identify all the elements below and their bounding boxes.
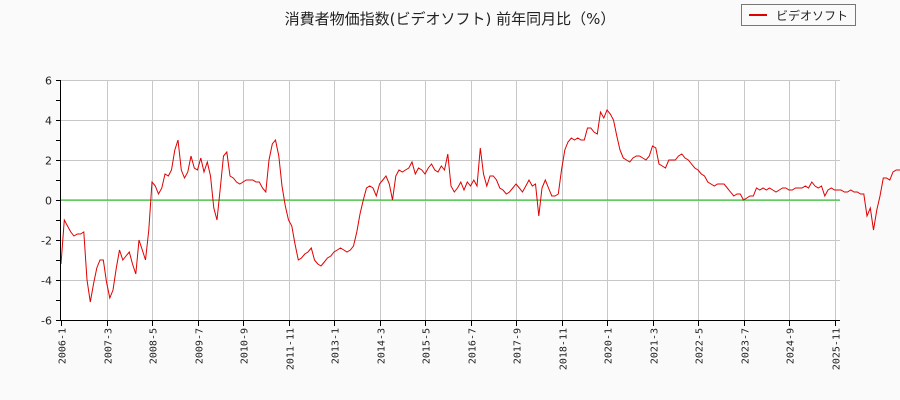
svg-text:2013-1: 2013-1	[331, 328, 342, 364]
legend: ビデオソフト	[741, 4, 856, 26]
svg-text:2008-5: 2008-5	[149, 328, 160, 364]
svg-text:4: 4	[45, 115, 52, 128]
svg-text:2023-7: 2023-7	[741, 328, 752, 364]
svg-text:2: 2	[45, 155, 52, 168]
svg-text:2006-1: 2006-1	[58, 328, 69, 364]
svg-text:-4: -4	[41, 275, 52, 288]
svg-text:2022-5: 2022-5	[695, 328, 706, 364]
svg-text:-2: -2	[41, 235, 52, 248]
svg-text:2017-9: 2017-9	[513, 328, 524, 364]
legend-label: ビデオソフト	[776, 9, 849, 23]
svg-text:2021-3: 2021-3	[650, 328, 661, 364]
svg-text:2016-7: 2016-7	[468, 328, 479, 364]
y-tick-labels: 6 4 2 0 -2 -4 -6	[41, 75, 52, 328]
series-line-video-software	[60, 109, 900, 303]
svg-text:2014-3: 2014-3	[377, 328, 388, 364]
svg-text:0: 0	[45, 195, 52, 208]
svg-text:2010-9: 2010-9	[240, 328, 251, 364]
svg-text:2024-9: 2024-9	[786, 328, 797, 364]
svg-text:2011-11: 2011-11	[286, 328, 297, 370]
x-tick-labels: 2006-1 2007-3 2008-5 2009-7 2010-9 2011-11 201…	[58, 328, 843, 370]
svg-text:2025-11: 2025-11	[832, 328, 843, 370]
chart-title: 消費者物価指数(ビデオソフト) 前年同月比（%）	[284, 10, 616, 28]
legend-swatch-line	[749, 14, 767, 16]
svg-text:2007-3: 2007-3	[104, 328, 115, 364]
svg-text:2018-11: 2018-11	[559, 328, 570, 370]
svg-text:6: 6	[45, 75, 52, 88]
axes	[56, 80, 840, 326]
svg-text:2009-7: 2009-7	[195, 328, 206, 364]
svg-text:2015-5: 2015-5	[422, 328, 433, 364]
svg-text:-6: -6	[41, 315, 52, 328]
svg-text:2020-1: 2020-1	[604, 328, 615, 364]
